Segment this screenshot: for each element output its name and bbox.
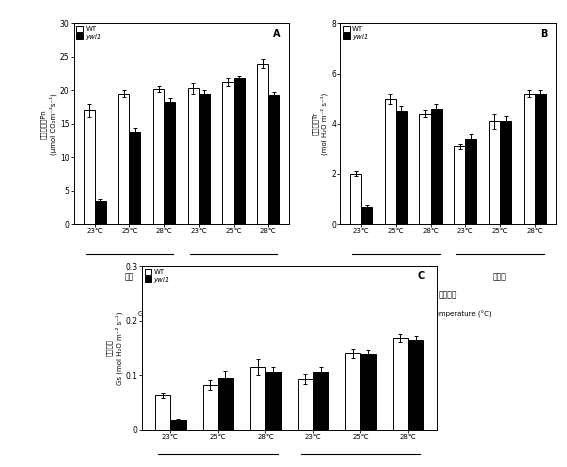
Text: 生长温度: 生长温度 xyxy=(439,290,457,299)
Y-axis label: 净光合速率Pn
(μmol CO₂m⁻²s⁻¹): 净光合速率Pn (μmol CO₂m⁻²s⁻¹) xyxy=(40,93,57,155)
Bar xyxy=(257,64,268,224)
Bar xyxy=(350,174,361,224)
Bar xyxy=(95,201,105,224)
Bar xyxy=(535,93,546,224)
Bar xyxy=(385,99,396,224)
Text: Growth Temperature (°C): Growth Temperature (°C) xyxy=(138,311,225,318)
Bar xyxy=(199,93,210,224)
Bar xyxy=(83,110,95,224)
Bar xyxy=(119,93,129,224)
Bar xyxy=(298,379,313,430)
Bar xyxy=(430,109,442,224)
Bar xyxy=(396,111,407,224)
Bar xyxy=(222,82,234,224)
Bar xyxy=(155,395,170,430)
Bar xyxy=(218,378,233,430)
Legend: WT, ywl1: WT, ywl1 xyxy=(144,268,171,283)
Bar xyxy=(153,89,164,224)
Text: A: A xyxy=(273,29,281,39)
Bar xyxy=(361,354,376,430)
Bar xyxy=(345,354,361,430)
Bar xyxy=(500,121,511,224)
Text: Growth Temperature (°C): Growth Temperature (°C) xyxy=(404,311,492,318)
Bar xyxy=(408,340,423,430)
Bar xyxy=(170,420,185,430)
Text: 苗期: 苗期 xyxy=(125,272,134,281)
Bar xyxy=(129,132,141,224)
Bar xyxy=(250,367,265,430)
Bar xyxy=(313,373,328,430)
Legend: WT, ywl1: WT, ywl1 xyxy=(76,25,103,41)
Text: C: C xyxy=(417,271,425,281)
Y-axis label: 气孔导度
Gs (mol H₂O m⁻² s⁻¹): 气孔导度 Gs (mol H₂O m⁻² s⁻¹) xyxy=(106,311,122,385)
Text: 抽穗期: 抽穗期 xyxy=(493,272,507,281)
Bar xyxy=(188,88,199,224)
Bar xyxy=(268,95,280,224)
Bar xyxy=(393,338,408,430)
Bar xyxy=(265,373,281,430)
Bar xyxy=(466,139,476,224)
Bar xyxy=(361,206,372,224)
Text: 抽穗期: 抽穗期 xyxy=(227,272,240,281)
Bar xyxy=(420,113,430,224)
Text: 苗期: 苗期 xyxy=(391,272,400,281)
Legend: WT, ywl1: WT, ywl1 xyxy=(342,25,369,41)
Bar xyxy=(234,78,244,224)
Y-axis label: 蕲腾速率Tr
(mol H₂O m⁻² s⁻¹): 蕲腾速率Tr (mol H₂O m⁻² s⁻¹) xyxy=(312,92,328,155)
Text: 生长温度: 生长温度 xyxy=(172,290,191,299)
Bar xyxy=(164,102,175,224)
Bar xyxy=(454,146,466,224)
Text: B: B xyxy=(540,29,547,39)
Bar xyxy=(489,121,500,224)
Bar xyxy=(524,93,535,224)
Bar xyxy=(202,385,218,430)
